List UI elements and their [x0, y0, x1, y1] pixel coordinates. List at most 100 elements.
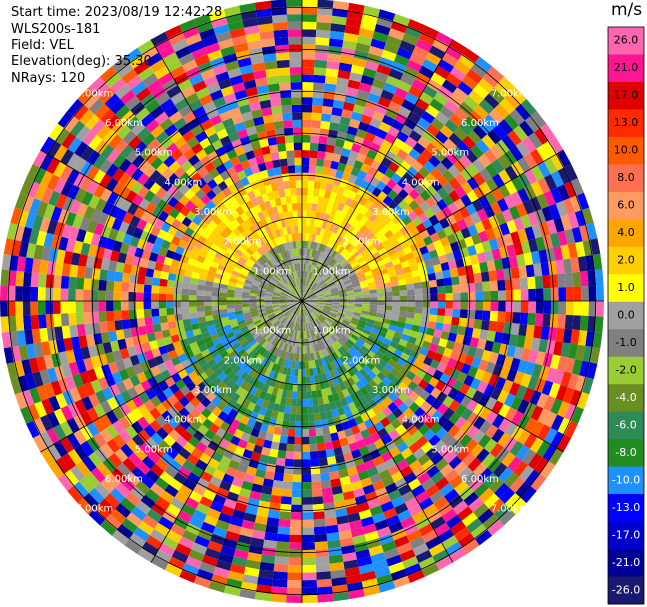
- velocity-gate: [515, 202, 528, 218]
- velocity-gate: [221, 385, 231, 395]
- velocity-gate: [137, 403, 150, 417]
- velocity-gate: [292, 288, 298, 296]
- velocity-gate: [217, 410, 228, 422]
- velocity-gate: [1, 331, 12, 349]
- velocity-gate: [408, 177, 420, 189]
- velocity-gate: [203, 75, 219, 88]
- velocity-gate: [560, 342, 571, 358]
- velocity-gate: [161, 410, 173, 423]
- velocity-gate: [259, 256, 267, 264]
- velocity-gate: [376, 180, 387, 192]
- velocity-gate: [328, 258, 336, 266]
- velocity-gate: [48, 123, 64, 141]
- velocity-gate: [275, 284, 284, 290]
- velocity-gate: [350, 261, 359, 269]
- velocity-gate: [250, 287, 259, 292]
- velocity-gate: [352, 487, 365, 498]
- velocity-gate: [288, 273, 293, 281]
- velocity-gate: [466, 68, 483, 84]
- velocity-gate: [173, 472, 187, 485]
- velocity-gate: [380, 367, 391, 377]
- velocity-gate: [302, 587, 318, 596]
- velocity-gate: [60, 288, 69, 301]
- velocity-gate: [182, 130, 196, 143]
- velocity-gate: [303, 315, 306, 324]
- velocity-gate: [322, 166, 331, 176]
- velocity-gate: [341, 260, 349, 268]
- velocity-gate: [264, 233, 272, 243]
- velocity-gate: [246, 236, 255, 245]
- velocity-gate: [332, 261, 340, 269]
- velocity-gate: [267, 283, 276, 289]
- velocity-gate: [329, 470, 340, 480]
- velocity-gate: [284, 405, 291, 414]
- velocity-gate: [536, 392, 549, 409]
- velocity-gate: [519, 120, 535, 137]
- velocity-gate: [576, 391, 590, 410]
- velocity-gate: [350, 276, 359, 283]
- velocity-gate: [236, 96, 250, 108]
- velocity-gate: [306, 330, 310, 339]
- velocity-gate: [302, 74, 314, 83]
- velocity-gate: [354, 389, 364, 400]
- velocity-gate: [251, 108, 263, 119]
- velocity-gate: [165, 249, 176, 260]
- velocity-gate: [235, 206, 245, 216]
- velocity-gate: [203, 239, 214, 249]
- velocity-gate: [276, 313, 284, 319]
- velocity-gate: [317, 397, 324, 406]
- velocity-gate: [234, 310, 243, 316]
- velocity-gate: [387, 248, 397, 257]
- velocity-gate: [127, 202, 139, 216]
- velocity-gate: [285, 195, 292, 205]
- velocity-gate: [445, 376, 457, 388]
- velocity-gate: [355, 128, 367, 139]
- colorbar-segment: [608, 81, 644, 110]
- velocity-gate: [370, 328, 380, 335]
- velocity-gate: [346, 268, 355, 275]
- velocity-gate: [113, 195, 126, 209]
- velocity-gate: [418, 423, 431, 436]
- velocity-gate: [302, 301, 304, 309]
- velocity-gate: [190, 124, 204, 137]
- velocity-gate: [579, 224, 591, 242]
- velocity-gate: [302, 29, 317, 38]
- velocity-gate: [258, 312, 267, 318]
- velocity-gate: [473, 83, 489, 100]
- velocity-gate: [204, 547, 221, 560]
- velocity-gate: [249, 290, 258, 294]
- velocity-gate: [153, 65, 170, 80]
- velocity-gate: [264, 242, 272, 251]
- velocity-gate: [499, 222, 511, 236]
- velocity-gate: [297, 210, 302, 219]
- velocity-gate: [596, 301, 604, 317]
- velocity-gate: [354, 297, 363, 301]
- velocity-gate: [268, 336, 276, 344]
- velocity-gate: [550, 431, 565, 449]
- velocity-gate: [211, 301, 220, 306]
- velocity-gate: [275, 419, 284, 428]
- velocity-gate: [46, 367, 58, 383]
- velocity-gate: [363, 392, 374, 403]
- velocity-gate: [166, 529, 183, 544]
- velocity-gate: [128, 135, 142, 150]
- velocity-gate: [372, 455, 385, 467]
- velocity-gate: [279, 297, 288, 300]
- velocity-gate: [541, 206, 554, 222]
- velocity-gate: [302, 248, 305, 256]
- velocity-gate: [397, 210, 408, 221]
- velocity-gate: [287, 572, 302, 581]
- velocity-gate: [302, 180, 309, 188]
- velocity-gate: [530, 165, 545, 182]
- velocity-gate: [287, 297, 295, 300]
- velocity-gate: [341, 444, 351, 455]
- velocity-gate: [95, 390, 107, 404]
- velocity-gate: [306, 307, 311, 314]
- velocity-gate: [225, 530, 240, 542]
- velocity-gate: [435, 111, 450, 125]
- velocity-gate: [208, 581, 226, 593]
- velocity-gate: [448, 177, 461, 191]
- velocity-gate: [80, 145, 95, 162]
- velocity-gate: [429, 232, 440, 243]
- velocity-gate: [342, 404, 352, 414]
